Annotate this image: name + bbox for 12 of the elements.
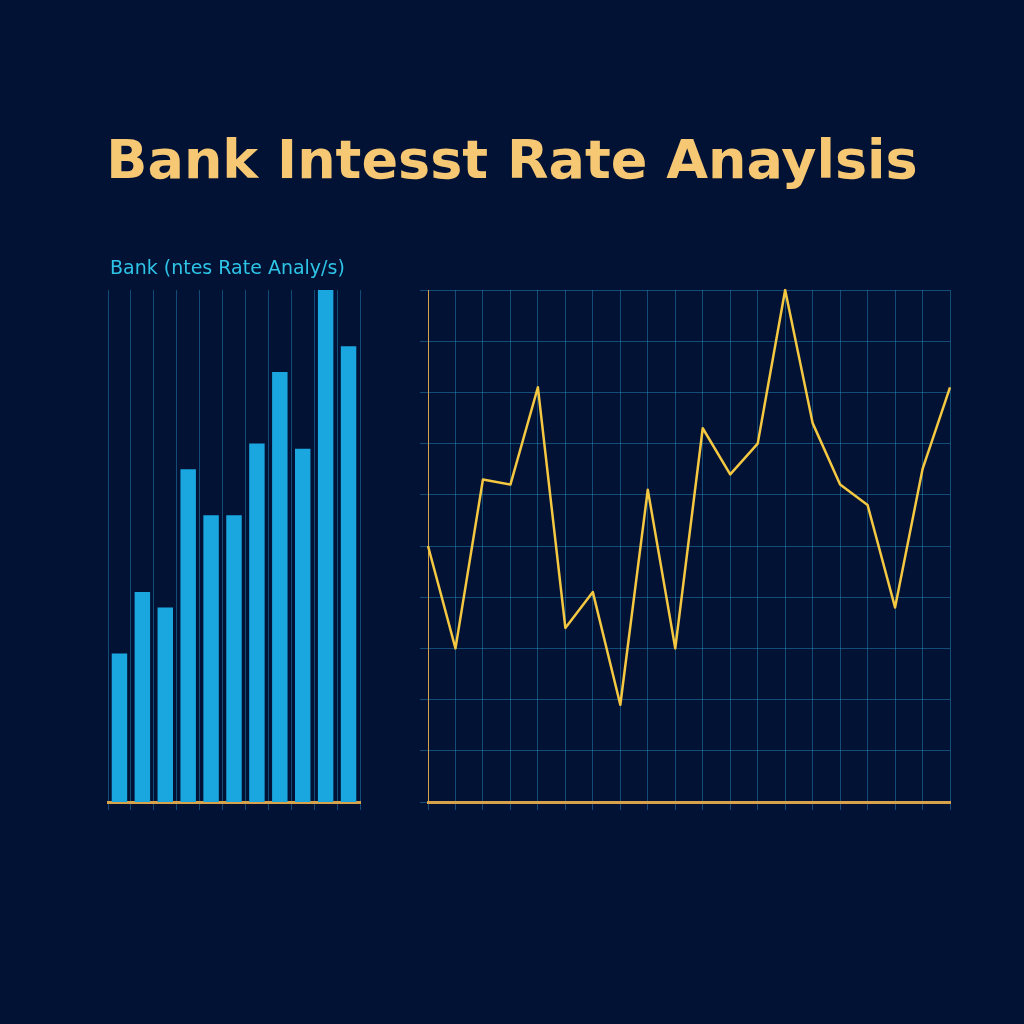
bar	[134, 592, 151, 802]
text: Bank Intesst Rate Anaylsis	[105, 128, 919, 191]
bar	[111, 653, 128, 802]
bar	[180, 469, 196, 802]
bar	[272, 371, 288, 802]
bar	[295, 448, 311, 802]
bar	[203, 515, 219, 802]
bar	[226, 515, 242, 802]
bar	[249, 443, 265, 802]
bar	[157, 607, 174, 802]
chart-subtitle: Bank (ntes Rate Analy/s)	[110, 256, 345, 278]
bar	[340, 346, 357, 802]
